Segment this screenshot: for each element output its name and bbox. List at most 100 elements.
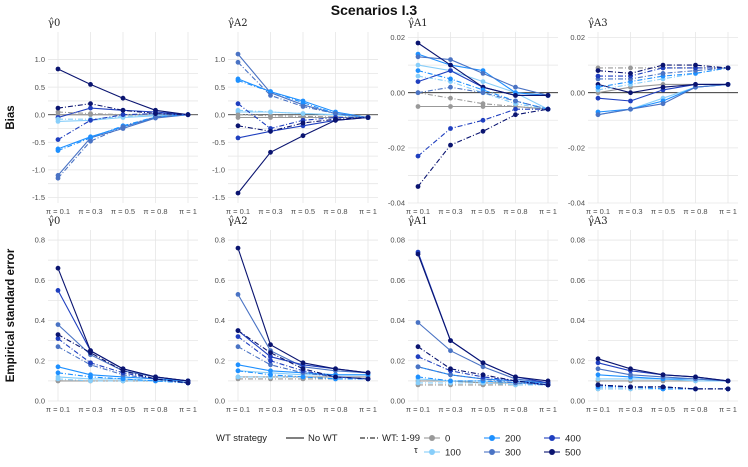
data-point-tau-0 bbox=[448, 95, 453, 101]
data-point-tau-300 bbox=[55, 344, 61, 350]
data-point-tau-500 bbox=[693, 386, 698, 392]
data-point-tau-200 bbox=[595, 372, 601, 378]
data-point-tau-300 bbox=[120, 124, 126, 130]
data-point-tau-500 bbox=[415, 40, 421, 46]
data-point-tau-300 bbox=[595, 112, 601, 118]
data-point-tau-200 bbox=[448, 76, 453, 82]
panel-ese_gA1: γ̂A1 0.00 0.02 0.04 0.06 0.08 π = 0.1 π = 0.3 π … bbox=[390, 216, 558, 414]
data-point-tau-100 bbox=[235, 107, 241, 113]
x-tick-label: π = 0.1 bbox=[46, 207, 70, 216]
series-line-tau-200-wt bbox=[598, 386, 728, 390]
legend-tau-label: 100 bbox=[445, 447, 461, 458]
panel-title: γ̂A1 bbox=[408, 216, 428, 227]
y-tick-label: 0.2 bbox=[215, 356, 225, 365]
panel-ese_gA2: γ̂A2 0.0 0.2 0.4 0.6 0.8 π = 0.1 π = 0.3 π = 0.5… bbox=[215, 216, 378, 414]
y-tick-label: -0.04 bbox=[388, 199, 405, 208]
series-line-tau-200-wt bbox=[57, 372, 189, 384]
data-point-tau-500 bbox=[725, 82, 731, 87]
y-tick-label: 0.4 bbox=[35, 316, 45, 325]
data-point-tau-500 bbox=[660, 84, 666, 90]
row-label-ese: Empirical standard error bbox=[5, 248, 17, 382]
panel-bias_g0: γ̂0 1.0 0.5 0.0 -0.5 -1.0 -1.5π = 0.1 π = 0.3 π … bbox=[32, 18, 198, 216]
data-point-tau-500 bbox=[88, 350, 93, 356]
series-line-tau-400-wt bbox=[417, 356, 549, 386]
data-point-tau-300 bbox=[660, 71, 666, 76]
data-point-tau-500 bbox=[415, 251, 421, 257]
panel-title: γ̂0 bbox=[48, 216, 60, 227]
y-tick-label: 0.00 bbox=[570, 397, 585, 406]
data-point-tau-500 bbox=[55, 105, 61, 111]
data-point-tau-300 bbox=[448, 84, 453, 90]
x-tick-label: π = 0.1 bbox=[586, 405, 610, 414]
data-point-tau-400 bbox=[55, 336, 61, 341]
data-point-tau-300 bbox=[153, 114, 158, 120]
panel-title: γ̂A3 bbox=[588, 216, 608, 227]
data-point-tau-500 bbox=[153, 376, 158, 382]
data-point-tau-500 bbox=[693, 62, 698, 68]
y-tick-label: 0.08 bbox=[390, 236, 405, 245]
panel-bias_gA3: γ̂A30.02 0.00 -0.02 -0.04π = 0.1 π = 0.3 π = … bbox=[568, 18, 738, 216]
panel-title: γ̂A2 bbox=[228, 18, 248, 29]
legend: WT strategy No WT WT: 1-99τ 0 100 200 300 400 50… bbox=[216, 433, 581, 458]
data-point-tau-300 bbox=[415, 90, 421, 96]
x-tick-label: π = 0.3 bbox=[78, 405, 102, 414]
data-point-tau-500 bbox=[660, 384, 666, 390]
data-point-tau-100 bbox=[480, 79, 486, 84]
y-tick-label: 0.2 bbox=[35, 356, 45, 365]
data-point-tau-300 bbox=[628, 372, 633, 378]
data-point-tau-400 bbox=[415, 79, 421, 84]
data-point-tau-300 bbox=[235, 51, 241, 57]
y-tick-label: 0.02 bbox=[570, 33, 585, 42]
data-point-tau-300 bbox=[480, 90, 486, 96]
series-line-tau-100-wt bbox=[237, 109, 369, 119]
y-tick-label: -1.0 bbox=[212, 166, 225, 175]
data-point-tau-500 bbox=[545, 382, 551, 388]
legend-tau-label: 0 bbox=[445, 433, 450, 444]
x-tick-label: π = 0.1 bbox=[226, 405, 250, 414]
data-point-tau-200 bbox=[235, 368, 241, 374]
data-point-tau-500 bbox=[235, 123, 241, 129]
figure-title: Scenarios I.3 bbox=[331, 2, 418, 18]
data-point-tau-400 bbox=[268, 358, 273, 364]
x-tick-label: π = 0.5 bbox=[471, 405, 495, 414]
data-point-tau-0 bbox=[480, 101, 486, 107]
data-point-tau-500 bbox=[513, 93, 518, 98]
legend-wt-title: WT strategy bbox=[216, 433, 267, 444]
y-tick-label: 0.00 bbox=[390, 397, 405, 406]
y-tick-label: 0.02 bbox=[390, 33, 405, 42]
x-tick-label: π = 0.3 bbox=[438, 207, 462, 216]
data-point-tau-500 bbox=[448, 142, 453, 148]
series-line-tau-500-wt bbox=[597, 64, 729, 74]
y-tick-label: 0.00 bbox=[570, 88, 585, 97]
data-point-tau-100 bbox=[415, 380, 421, 386]
data-point-tau-100 bbox=[595, 376, 601, 382]
data-point-tau-500 bbox=[660, 62, 666, 68]
data-point-tau-500 bbox=[153, 107, 158, 113]
series-line-tau-200-wt bbox=[597, 67, 729, 88]
data-point-tau-100 bbox=[415, 62, 421, 68]
series-line-tau-500-wt bbox=[57, 103, 189, 116]
panel-title: γ̂A3 bbox=[588, 18, 608, 29]
data-point-tau-500 bbox=[235, 245, 241, 251]
panel-title: γ̂A1 bbox=[408, 18, 428, 29]
data-point-tau-500 bbox=[235, 190, 241, 196]
panel-ese_g0: γ̂0 0.0 0.2 0.4 0.6 0.8 π = 0.1 π = 0.3 π = 0.5 π… bbox=[35, 216, 198, 414]
y-tick-label: 0.02 bbox=[390, 356, 405, 365]
data-point-tau-200 bbox=[300, 100, 306, 105]
data-point-tau-500 bbox=[235, 328, 241, 333]
y-tick-label: -1.5 bbox=[212, 193, 225, 202]
data-point-tau-500 bbox=[300, 366, 306, 372]
data-point-tau-500 bbox=[448, 338, 453, 343]
data-point-tau-500 bbox=[628, 366, 633, 372]
data-point-tau-300 bbox=[300, 104, 306, 109]
data-point-tau-500 bbox=[415, 344, 421, 350]
x-tick-label: π = 0.5 bbox=[111, 405, 135, 414]
data-point-tau-300 bbox=[448, 348, 453, 354]
x-tick-label: π = 0.8 bbox=[323, 207, 347, 216]
data-point-tau-300 bbox=[513, 84, 518, 90]
data-point-tau-500 bbox=[268, 342, 273, 348]
series-line-tau-100-wt bbox=[597, 67, 729, 91]
data-point-tau-500 bbox=[545, 93, 551, 98]
data-point-tau-400 bbox=[595, 360, 601, 366]
y-tick-label: -0.02 bbox=[388, 143, 405, 152]
